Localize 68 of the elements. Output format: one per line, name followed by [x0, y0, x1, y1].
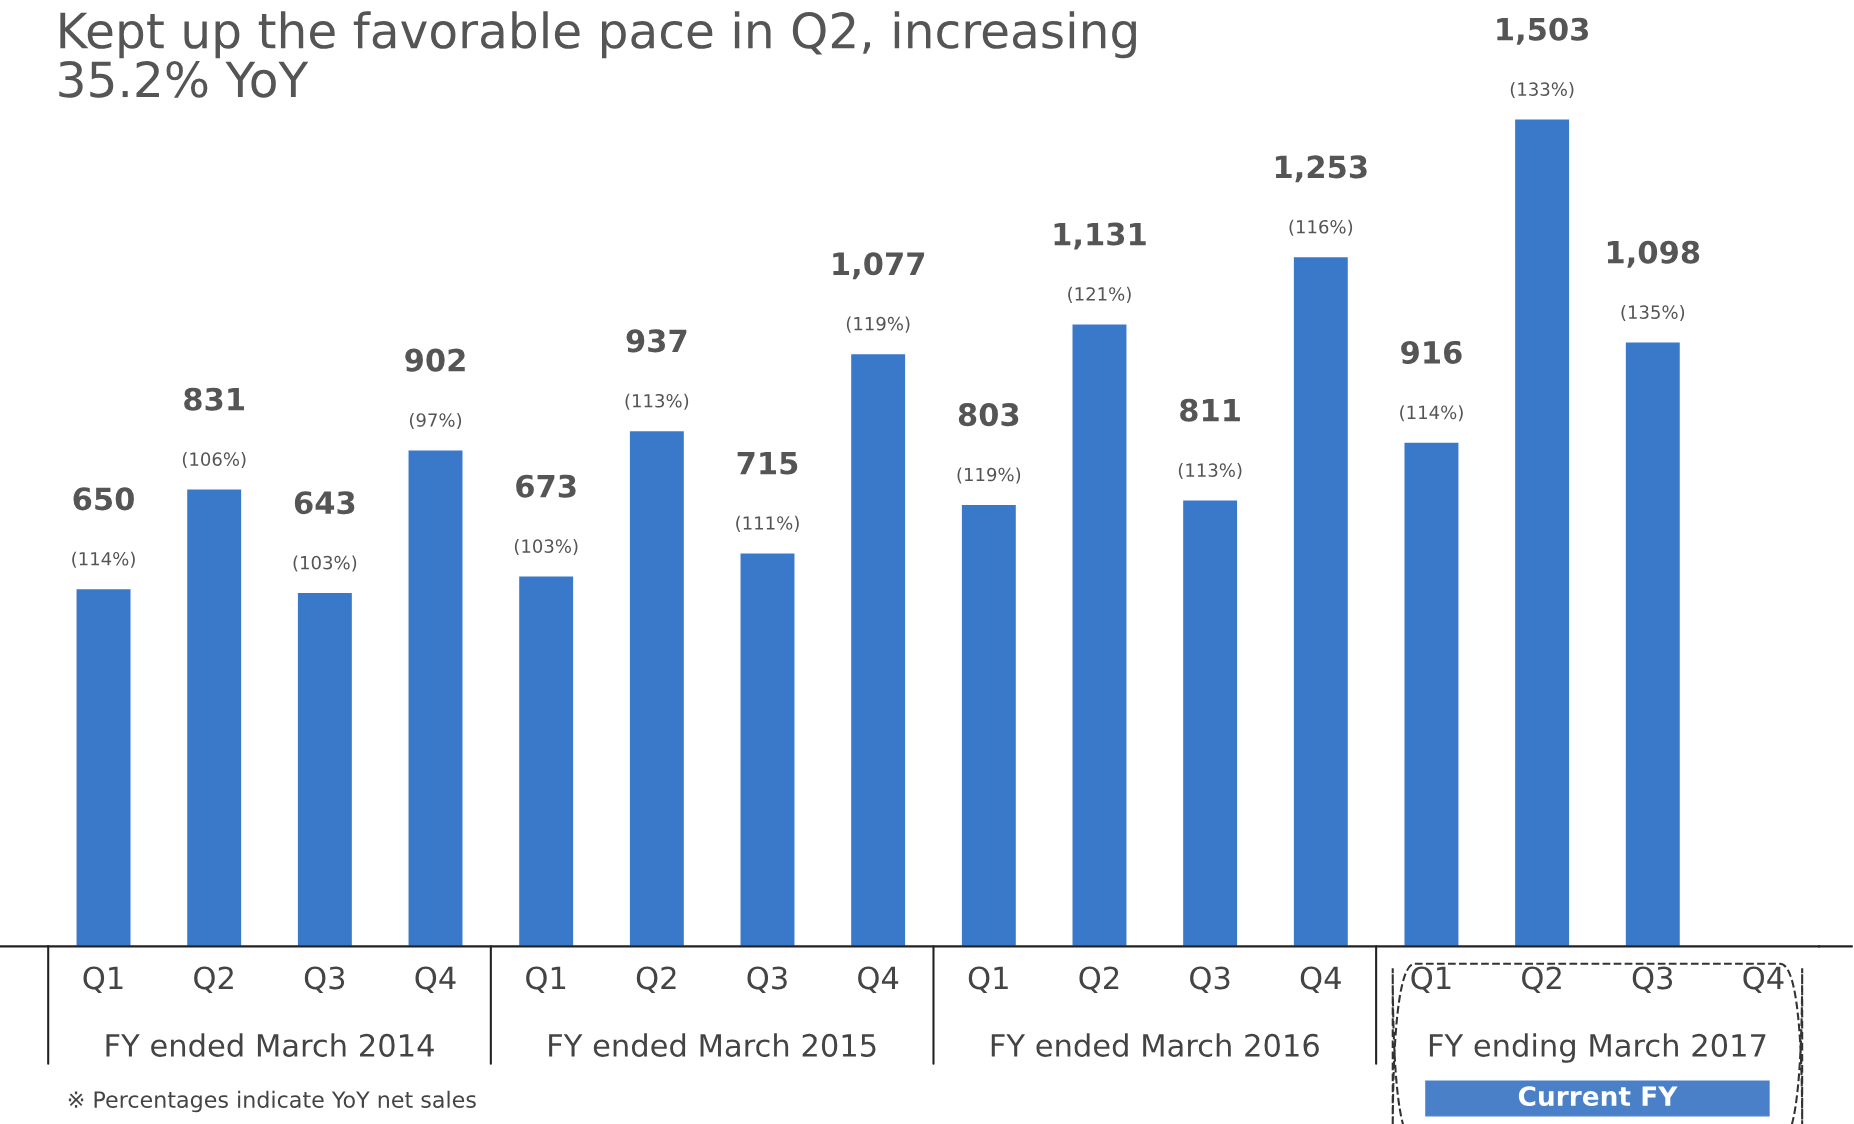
x-tick-label: Q4 — [1743, 966, 1784, 994]
text: FY ended March 2014 — [106, 1033, 434, 1057]
bar — [517, 575, 575, 947]
annotation: (114%) — [72, 551, 135, 568]
text: FY ended March 2015 — [549, 1033, 876, 1057]
bar — [1403, 441, 1460, 947]
data-label: 650 — [73, 487, 134, 511]
data-label: 1,098 — [1607, 240, 1700, 268]
bar — [185, 488, 243, 947]
data-label: 1,503 — [1497, 17, 1589, 45]
text: ※ Percentages indicate YoY net sales — [68, 1090, 476, 1113]
bar — [1292, 255, 1350, 947]
x-tick-label: Q4 — [858, 966, 899, 994]
data-label: 643 — [294, 491, 355, 515]
data-label: 803 — [958, 403, 1019, 427]
x-tick-label: Q1 — [968, 966, 1008, 994]
data-label: 1,077 — [833, 252, 925, 280]
x-tick-label: Q2 — [636, 966, 676, 994]
text: (133%) — [1510, 82, 1574, 99]
annotation: (116%) — [1289, 219, 1353, 236]
data-label: 831 — [184, 387, 244, 411]
bar — [1624, 341, 1682, 947]
data-label: 1,131 — [1054, 222, 1146, 250]
annotation: (103%) — [293, 555, 357, 572]
x-tick-label: Q4 — [1300, 966, 1341, 994]
annotation: (113%) — [625, 393, 689, 410]
data-label: 916 — [1401, 340, 1462, 364]
x-tick-label: Q3 — [1632, 966, 1673, 994]
bar — [960, 503, 1018, 947]
x-tick-label: Q1 — [526, 966, 566, 994]
bar — [849, 352, 907, 947]
bar — [628, 429, 686, 947]
annotation: (106%) — [182, 452, 246, 469]
bar — [1071, 323, 1128, 947]
data-label: 902 — [405, 348, 465, 372]
annotation: (111%) — [736, 515, 799, 532]
x-tick-label: Q2 — [1522, 966, 1561, 994]
bar — [407, 449, 464, 947]
x-tick-label: Q2 — [1079, 966, 1119, 994]
annotation: (97%) — [409, 412, 462, 429]
x-tick-label: Q4 — [415, 966, 456, 994]
x-tick-label: Q2 — [194, 966, 233, 994]
x-tick-label: Q1 — [1411, 966, 1451, 994]
bar — [296, 591, 354, 947]
bar — [1513, 118, 1571, 947]
annotation: (103%) — [514, 538, 578, 556]
annotation: (135%) — [1621, 305, 1685, 322]
text: FY ended March 2016 — [991, 1033, 1319, 1057]
x-tick-label: Q3 — [1190, 966, 1230, 994]
chart-title: Kept up the favorable pace in Q2, increasing 35.2% YoY — [59, 11, 1136, 98]
data-label: 1,253 — [1275, 155, 1367, 183]
x-tick-label: Q3 — [304, 966, 345, 994]
text: Current FY — [1518, 1086, 1678, 1107]
annotation: (121%) — [1068, 286, 1131, 303]
data-label: 673 — [516, 474, 576, 498]
x-tick-label: Q3 — [747, 966, 787, 994]
text: FY ending March 2017 — [1429, 1033, 1766, 1063]
data-label: 715 — [737, 451, 798, 475]
bar — [1181, 499, 1239, 947]
annotation: (114%) — [1400, 405, 1463, 422]
annotation: (119%) — [846, 316, 910, 333]
bar — [739, 552, 796, 947]
data-label: 811 — [1180, 398, 1240, 422]
bar — [75, 587, 132, 947]
data-label: 937 — [626, 329, 687, 353]
x-tick-label: Q1 — [83, 966, 123, 994]
annotation: (119%) — [957, 467, 1021, 484]
annotation: (113%) — [1178, 463, 1242, 480]
